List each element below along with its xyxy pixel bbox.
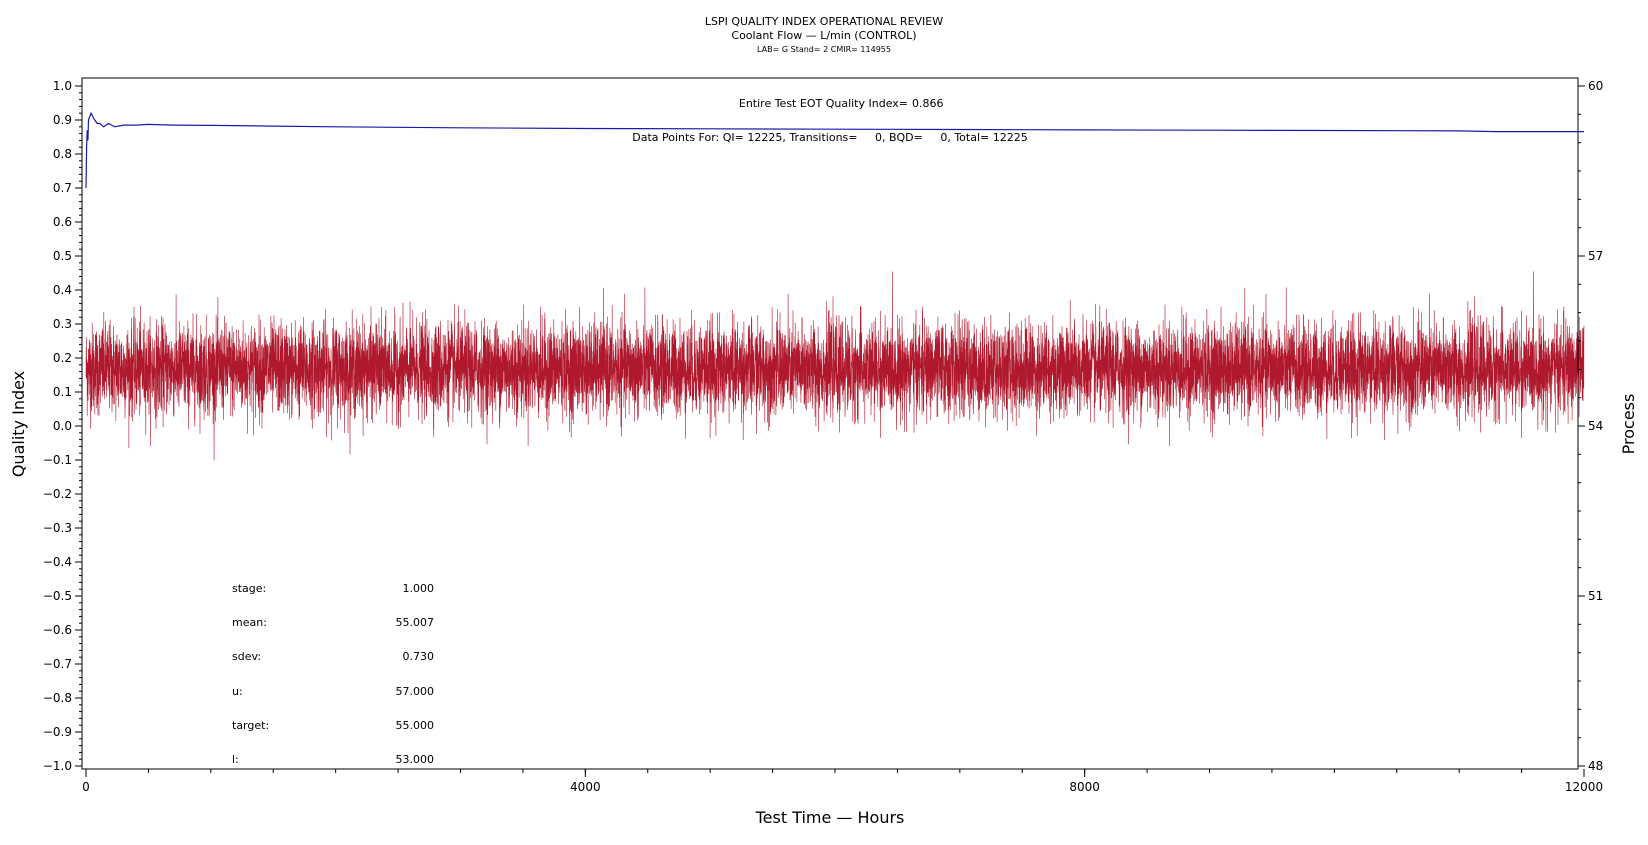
stat-label: stage: (232, 582, 266, 595)
y-tick-label: 0.5 (53, 249, 72, 263)
y-tick-label: −0.9 (43, 725, 72, 739)
qi-annotation-label: Entire Test EOT Quality Index= (739, 97, 908, 110)
x-axis: 0 4000 8000 12000 (82, 769, 1603, 794)
stat-value: 53.000 (396, 753, 435, 766)
y-tick-label: −0.8 (43, 691, 72, 705)
x-tick-label: 4000 (570, 780, 601, 794)
y-axis-right: 60 57 54 51 48 (1578, 79, 1603, 773)
stats-block: stage: 1.000 mean: 55.007 sdev: 0.730 u:… (232, 582, 434, 766)
chart-title: LSPI QUALITY INDEX OPERATIONAL REVIEW (705, 15, 943, 28)
y-tick-label: −0.6 (43, 623, 72, 637)
y-tick-label: −0.5 (43, 589, 72, 603)
x-tick-label: 0 (82, 780, 90, 794)
stat-value: 57.000 (396, 685, 435, 698)
y-tick-label: 0.9 (53, 113, 72, 127)
stat-label: mean: (232, 616, 267, 629)
y-tick-label: 0.4 (53, 283, 72, 297)
y2-axis-title: Process (1619, 394, 1638, 455)
x-axis-title: Test Time — Hours (755, 808, 905, 827)
y-tick-label: −1.0 (43, 759, 72, 773)
stat-value: 0.730 (403, 650, 435, 663)
y-tick-label: −0.4 (43, 555, 72, 569)
stat-label: u: (232, 685, 243, 698)
x-tick-label: 12000 (1565, 780, 1603, 794)
stat-value: 55.007 (396, 616, 435, 629)
y-tick-label: 0.8 (53, 147, 72, 161)
process-series (85, 271, 1585, 461)
plot-frame (81, 77, 1579, 770)
y-tick-label: −0.7 (43, 657, 72, 671)
stat-label: target: (232, 719, 269, 732)
y-tick-label: 0.0 (53, 419, 72, 433)
y-tick-label: 0.7 (53, 181, 72, 195)
y-tick-label: 0.1 (53, 385, 72, 399)
stat-label: sdev: (232, 650, 261, 663)
y2-tick-label: 54 (1588, 419, 1603, 433)
y-tick-label: 0.2 (53, 351, 72, 365)
y2-tick-label: 57 (1588, 249, 1603, 263)
y-tick-label: 1.0 (53, 79, 72, 93)
stat-value: 55.000 (396, 719, 435, 732)
data-points-annotation: Data Points For: QI= 12225, Transitions=… (632, 131, 1027, 144)
qi-annotation-value: 0.866 (912, 97, 944, 110)
y-tick-label: −0.2 (43, 487, 72, 501)
quality-index-line (85, 111, 1584, 189)
y-tick-label: −0.1 (43, 453, 72, 467)
y2-tick-label: 60 (1588, 79, 1603, 93)
y-tick-label: 0.3 (53, 317, 72, 331)
stat-label: l: (232, 753, 239, 766)
y2-tick-label: 51 (1588, 589, 1603, 603)
y-tick-label: −0.3 (43, 521, 72, 535)
y-axis-title: Quality Index (9, 371, 28, 477)
y2-tick-label: 48 (1588, 759, 1603, 773)
chart-subtitle-2: LAB= G Stand= 2 CMIR= 114955 (757, 45, 891, 54)
chart-subtitle: Coolant Flow — L/min (CONTROL) (731, 29, 916, 42)
process-line (85, 271, 1585, 461)
stat-value: 1.000 (403, 582, 435, 595)
quality-index-series (85, 111, 1584, 189)
x-tick-label: 8000 (1069, 780, 1100, 794)
y-axis-left: 1.0 0.9 0.8 0.7 0.6 0.5 0.4 0.3 0.2 0.1 0.0 −0.1 −0.… (43, 79, 82, 773)
y-tick-label: 0.6 (53, 215, 72, 229)
